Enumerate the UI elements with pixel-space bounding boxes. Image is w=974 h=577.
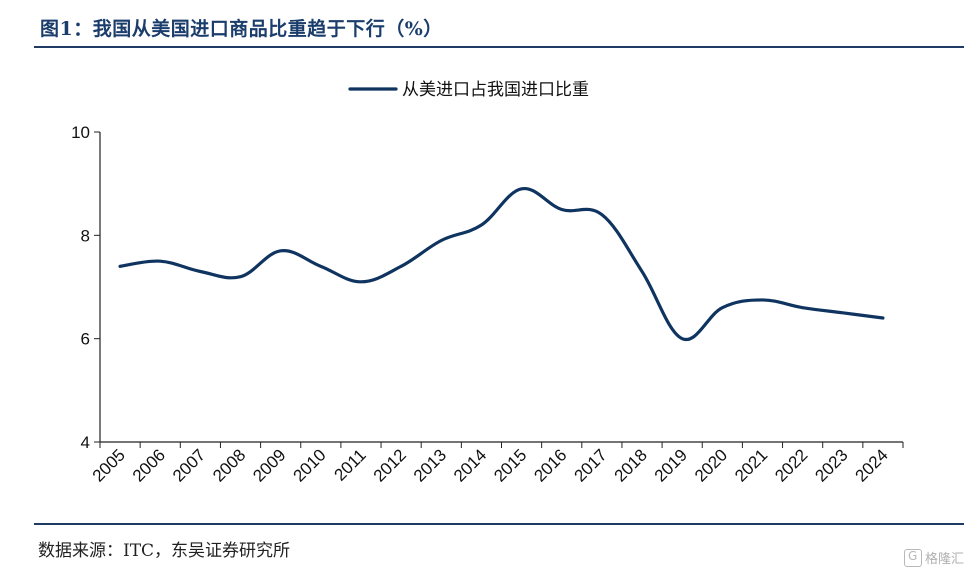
- x-tick-label: 2009: [249, 445, 289, 485]
- x-tick-label: 2008: [209, 445, 249, 485]
- y-tick-label: 8: [81, 226, 90, 245]
- x-tick-label: 2015: [490, 445, 530, 485]
- bottom-rule: [34, 523, 964, 525]
- x-tick-label: 2024: [852, 445, 892, 485]
- x-tick-label: 2021: [731, 445, 771, 485]
- x-tick-label: 2017: [571, 445, 611, 485]
- watermark: 格隆汇: [903, 548, 964, 567]
- y-tick-label: 10: [71, 123, 90, 142]
- series-line: [118, 187, 885, 342]
- y-tick-label: 4: [81, 433, 90, 452]
- y-tick-label: 6: [81, 330, 90, 349]
- x-tick-label: 2022: [771, 445, 811, 485]
- top-rule: [34, 46, 964, 48]
- x-tick-label: 2020: [691, 445, 731, 485]
- x-tick-label: 2018: [611, 445, 651, 485]
- watermark-text: 格隆汇: [924, 552, 964, 567]
- x-tick-label: 2019: [651, 445, 691, 485]
- x-tick-label: 2006: [129, 445, 169, 485]
- x-tick-label: 2007: [169, 445, 209, 485]
- legend-label: 从美进口占我国进口比重: [402, 80, 589, 100]
- watermark-logo-icon: [903, 548, 922, 567]
- figure-title: 图1：我国从美国进口商品比重趋于下行（%）: [40, 18, 443, 40]
- x-tick-label: 2023: [811, 445, 851, 485]
- x-tick-label: 2014: [450, 445, 490, 485]
- x-tick-label: 2012: [370, 445, 410, 485]
- x-tick-label: 2013: [410, 445, 450, 485]
- x-tick-label: 2005: [89, 445, 129, 485]
- x-tick-label: 2016: [530, 445, 570, 485]
- x-tick-label: 2010: [289, 445, 329, 485]
- x-tick-label: 2011: [331, 445, 370, 484]
- source-note: 数据来源：ITC，东吴证券研究所: [38, 541, 291, 561]
